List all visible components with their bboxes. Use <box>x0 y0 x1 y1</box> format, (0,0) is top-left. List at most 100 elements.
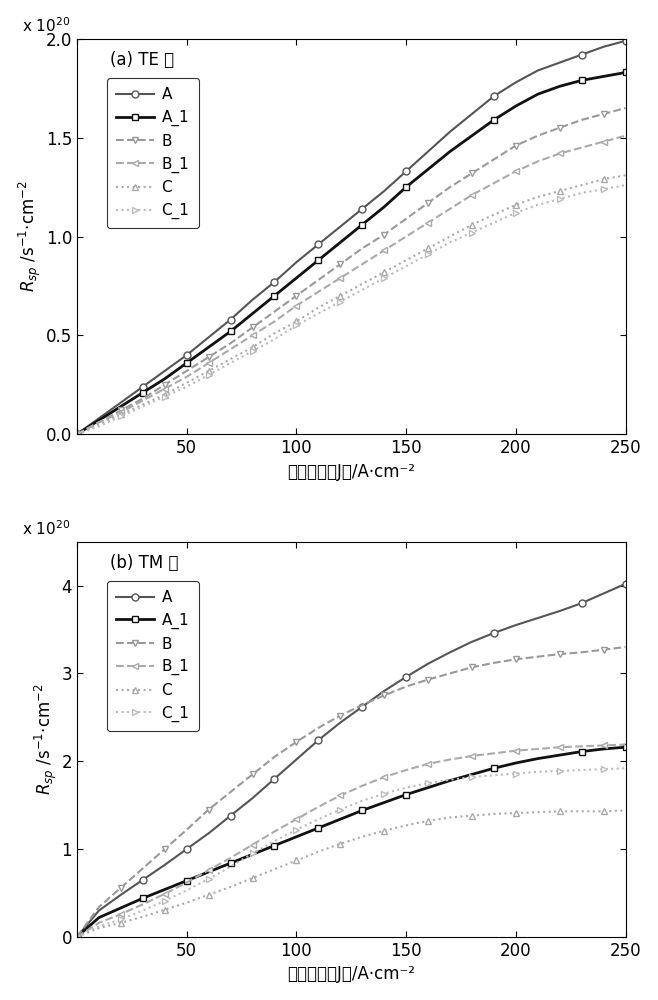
A_1 <box>424 782 432 794</box>
B_1 <box>226 852 234 864</box>
B <box>556 648 564 660</box>
A <box>468 108 476 120</box>
A_1 <box>468 768 476 780</box>
A <box>183 843 191 855</box>
C_1 <box>490 217 498 229</box>
A_1 <box>249 308 257 320</box>
A_1 <box>402 181 410 193</box>
C <box>73 428 81 440</box>
B <box>249 321 257 333</box>
B <box>95 901 103 913</box>
A <box>95 905 103 917</box>
A <box>117 889 125 901</box>
A_1 <box>183 875 191 887</box>
A <box>358 203 366 215</box>
C_1 <box>249 847 257 859</box>
A <box>556 57 564 69</box>
C <box>292 315 300 327</box>
B_1 <box>556 741 564 753</box>
B_1 <box>226 343 234 355</box>
A <box>599 41 607 53</box>
A <box>315 734 322 746</box>
A_1 <box>161 883 168 895</box>
A_1 <box>490 762 498 774</box>
C_1 <box>73 931 81 943</box>
B_1 <box>117 406 125 418</box>
C <box>468 810 476 822</box>
C_1 <box>468 227 476 239</box>
A <box>205 827 213 839</box>
A <box>402 671 410 683</box>
C_1 <box>315 813 322 825</box>
X-axis label: 电流密度（J）/A·cm⁻²: 电流密度（J）/A·cm⁻² <box>288 965 415 983</box>
B_1 <box>270 826 278 838</box>
C_1 <box>512 768 520 780</box>
A_1 <box>336 813 344 825</box>
B <box>512 653 520 665</box>
Line: C_1: C_1 <box>74 182 629 438</box>
C_1 <box>205 873 213 885</box>
A_1 <box>622 66 630 78</box>
C <box>139 398 147 410</box>
B <box>599 108 607 120</box>
A_1 <box>468 130 476 142</box>
B_1 <box>424 217 432 229</box>
A_1 <box>490 114 498 126</box>
C <box>446 231 454 243</box>
C_1 <box>490 769 498 781</box>
C_1 <box>512 207 520 219</box>
A <box>622 578 630 590</box>
A_1 <box>73 428 81 440</box>
B <box>358 699 366 711</box>
C_1 <box>226 357 234 369</box>
B <box>380 229 388 241</box>
C <box>161 904 168 916</box>
B_1 <box>358 258 366 270</box>
B <box>534 130 542 142</box>
C <box>205 889 213 901</box>
B <box>139 393 147 405</box>
B <box>183 824 191 836</box>
B <box>424 197 432 209</box>
B_1 <box>315 801 322 813</box>
A <box>578 597 586 609</box>
C <box>599 805 607 817</box>
C <box>358 278 366 290</box>
A_1 <box>161 373 168 385</box>
B_1 <box>468 189 476 201</box>
C_1 <box>424 777 432 789</box>
A_1 <box>183 357 191 369</box>
A_1 <box>73 931 81 943</box>
C <box>599 173 607 185</box>
B_1 <box>556 147 564 159</box>
A_1 <box>336 236 344 248</box>
A_1 <box>578 74 586 86</box>
B <box>599 644 607 656</box>
B_1 <box>402 764 410 776</box>
X-axis label: 电流密度（J）/A·cm⁻²: 电流密度（J）/A·cm⁻² <box>288 463 415 481</box>
A_1 <box>205 866 213 878</box>
B <box>205 804 213 816</box>
B_1 <box>205 864 213 876</box>
B_1 <box>622 739 630 751</box>
C_1 <box>161 391 168 403</box>
C_1 <box>292 319 300 331</box>
B <box>73 931 81 943</box>
C_1 <box>578 764 586 776</box>
B <box>446 181 454 193</box>
A_1 <box>117 400 125 412</box>
C <box>205 365 213 377</box>
C_1 <box>205 369 213 381</box>
C_1 <box>95 420 103 432</box>
B <box>534 651 542 663</box>
A_1 <box>139 892 147 904</box>
B_1 <box>380 244 388 256</box>
B <box>512 140 520 152</box>
B <box>336 258 344 270</box>
B <box>622 102 630 114</box>
A_1 <box>380 797 388 809</box>
C_1 <box>556 193 564 205</box>
C <box>556 805 564 817</box>
A_1 <box>599 70 607 82</box>
B <box>402 213 410 225</box>
